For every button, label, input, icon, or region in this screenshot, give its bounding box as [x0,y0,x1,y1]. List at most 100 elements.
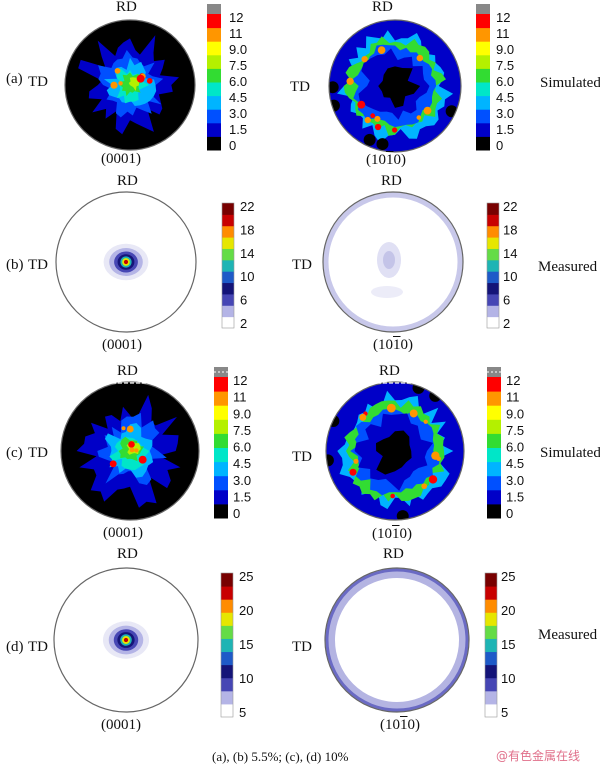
legend-tick-label: 12 [496,10,510,25]
side-label: Simulated [540,75,600,91]
rd-label: RD [372,0,393,15]
legend-tick-label: 4.5 [229,90,247,105]
rd-label: RD [379,363,400,379]
td-label: TD [28,639,48,655]
legend-tick-label: 4.5 [506,456,524,471]
legend-tick-label: 20 [501,603,515,618]
legend-tick-label: 3.0 [233,473,251,488]
legend-tick-label: 7.5 [496,58,514,73]
pole-figure-central [60,381,200,521]
plane-label: (1010) [372,526,412,542]
side-label: Measured [538,259,598,275]
plane-label: (1010) [373,337,413,353]
legend-tick-label: 3.0 [229,106,247,121]
pole-figure-central [64,19,196,151]
plane-label: (1010) [380,717,420,733]
color-legend: 25 20 15 10 5 [484,569,515,720]
legend-tick-label: 2 [240,316,247,331]
td-label: TD [292,257,312,273]
td-label: TD [292,449,312,465]
legend-tick-label: 0 [506,506,513,521]
pole-figure-rim [324,567,470,713]
legend-tick-label: 22 [240,199,254,214]
pole-figure-faint [322,191,464,333]
row-label: (a) [6,71,23,87]
plane-label: (0001) [103,525,143,541]
legend-tick-label: 14 [240,246,254,261]
legend-tick-label: 2 [503,316,510,331]
legend-tick-label: 22 [503,199,517,214]
legend-tick-label: 6.0 [496,74,514,89]
legend-tick-label: 5 [239,705,246,720]
legend-tick-label: 0 [229,138,236,153]
plane-label: (0001) [102,337,142,353]
legend-tick-label: 4.5 [233,456,251,471]
rd-label: RD [116,0,137,15]
legend-tick-label: 12 [233,373,247,388]
legend-tick-label: 6 [240,293,247,308]
row-label: (b) [6,257,24,273]
legend-tick-label: 15 [239,637,253,652]
legend-tick-label: 10 [240,269,254,284]
td-label: TD [28,74,48,90]
legend-tick-label: 6.0 [233,440,251,455]
td-label: TD [28,445,48,461]
side-label: Measured [538,627,598,643]
legend-tick-label: 3.0 [496,106,514,121]
legend-tick-label: 9.0 [233,406,251,421]
legend-tick-label: 18 [503,222,517,237]
color-legend: 12 119.0 7.5 6.04.5 3.01.5 0 [487,367,524,521]
legend-tick-label: 25 [239,569,253,584]
pole-figure-spot [53,567,199,713]
row-label: (c) [6,445,23,461]
figure-caption: (a), (b) 5.5%; (c), (d) 10% [212,749,349,764]
legend-tick-label: 12 [506,373,520,388]
legend-tick-label: 6.0 [506,440,524,455]
legend-tick-label: 9.0 [496,42,514,57]
legend-tick-label: 9.0 [229,42,247,57]
pole-figure-spot [55,191,197,333]
legend-tick-label: 10 [501,671,515,686]
legend-tick-label: 7.5 [229,58,247,73]
legend-tick-label: 6.0 [229,74,247,89]
color-legend: 22 18 14 10 6 2 [486,199,517,331]
color-legend: 22 18 14 10 6 2 [221,199,254,331]
color-legend: 25 20 15 10 5 [220,569,253,720]
pole-figure-ring [328,19,462,153]
legend-tick-label: 11 [496,26,510,41]
legend-tick-label: 11 [233,390,247,405]
legend-tick-label: 4.5 [496,90,514,105]
legend-tick-label: 1.5 [229,122,247,137]
legend-tick-label: 6 [503,293,510,308]
legend-tick-label: 1.5 [506,489,524,504]
legend-tick-label: 0 [496,138,503,153]
legend-tick-label: 7.5 [506,423,524,438]
pole-figure-ring [325,381,465,521]
legend-tick-label: 20 [239,603,253,618]
rd-label: RD [381,173,402,189]
td-label: TD [28,257,48,273]
legend-tick-label: 11 [506,390,520,405]
legend-tick-label: 25 [501,569,515,584]
legend-tick-label: 11 [229,26,243,41]
legend-tick-label: 1.5 [496,122,514,137]
td-label: TD [292,639,312,655]
watermark: @有色金属在线 [496,749,581,763]
legend-tick-label: 5 [501,705,508,720]
row-label: (d) [6,639,24,655]
legend-tick-label: 7.5 [233,423,251,438]
legend-tick-label: 10 [503,269,517,284]
legend-tick-label: 1.5 [233,489,251,504]
legend-tick-label: 3.0 [506,473,524,488]
rd-label: RD [117,173,138,189]
rd-label: RD [117,546,138,562]
legend-tick-label: 18 [240,222,254,237]
legend-tick-label: 12 [229,10,243,25]
side-label: Simulated [540,445,600,461]
legend-tick-label: 10 [239,671,253,686]
legend-tick-label: 9.0 [506,406,524,421]
